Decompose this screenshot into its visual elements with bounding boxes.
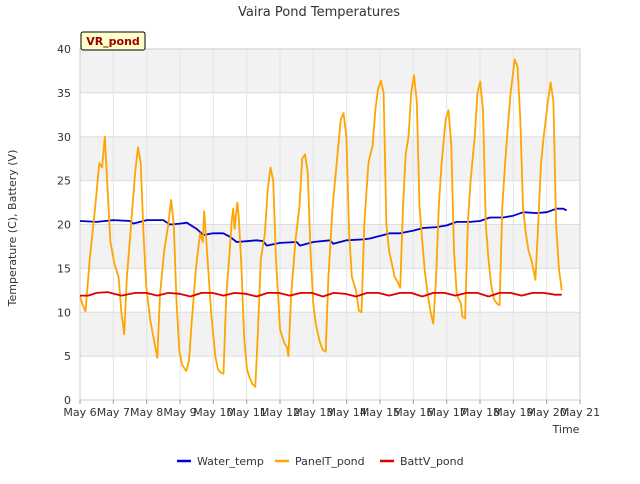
x-tick-label: May 6 xyxy=(63,406,96,419)
x-axis-label: Time xyxy=(552,423,580,436)
plot-bands xyxy=(80,49,580,357)
x-tick-label: May 19 xyxy=(493,406,533,419)
x-tick-label: May 10 xyxy=(193,406,233,419)
station-annotation: VR_pond xyxy=(80,31,146,51)
x-tick-label: May 15 xyxy=(360,406,400,419)
x-tick-label: May 21 xyxy=(560,406,600,419)
series-lines xyxy=(79,58,568,388)
annotation-box xyxy=(80,31,146,51)
x-tick-label: May 20 xyxy=(527,406,567,419)
chart-title: Vaira Pond Temperatures xyxy=(238,5,400,20)
y-tick-label: 40 xyxy=(57,43,71,56)
x-tick-label: May 13 xyxy=(293,406,333,419)
y-tick-label: 35 xyxy=(57,87,71,100)
y-tick-label: 15 xyxy=(57,262,71,275)
plot-band xyxy=(80,49,580,93)
x-tick-label: May 14 xyxy=(327,406,367,419)
x-tick-label: May 12 xyxy=(260,406,300,419)
y-tick-label: 10 xyxy=(57,306,71,319)
y-tick-label: 5 xyxy=(64,350,71,363)
legend: Water_temp PanelT_pond BattV_pond xyxy=(177,455,464,468)
y-axis: 0 5 10 15 20 25 30 35 40 xyxy=(57,43,71,407)
y-tick-label: 20 xyxy=(57,219,71,232)
x-tick-label: May 16 xyxy=(393,406,433,419)
series-line-battv-pond xyxy=(80,291,562,298)
x-tick-label: May 7 xyxy=(97,406,130,419)
plot-band xyxy=(80,136,580,181)
y-tick-label: 0 xyxy=(64,394,71,407)
y-tick-label: 30 xyxy=(57,131,71,144)
legend-label: BattV_pond xyxy=(400,455,464,468)
legend-label: PanelT_pond xyxy=(295,455,365,468)
series-line-water-temp xyxy=(79,207,568,247)
plot-frame xyxy=(79,48,581,401)
x-tick-label: May 18 xyxy=(460,406,500,419)
y-axis-label: Temperature (C), Battery (V) xyxy=(6,150,19,308)
plot-band xyxy=(80,312,580,357)
x-tick-label: May 11 xyxy=(227,406,267,419)
legend-label: Water_temp xyxy=(197,455,264,468)
y-tick-label: 25 xyxy=(57,175,71,188)
x-tick-label: May 9 xyxy=(163,406,196,419)
annotation-label: VR_pond xyxy=(86,35,140,48)
x-tick-label: May 17 xyxy=(427,406,467,419)
x-tick-label: May 8 xyxy=(130,406,163,419)
series-line-panelt-pond xyxy=(79,58,563,388)
